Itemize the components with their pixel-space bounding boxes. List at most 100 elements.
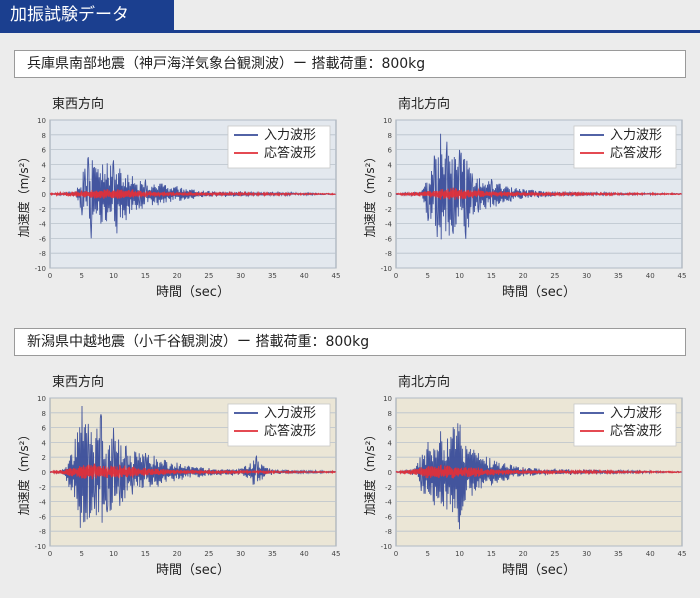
y-tick-label: 0: [388, 191, 392, 199]
header-divider: [0, 30, 700, 33]
x-tick-label: 5: [80, 272, 84, 280]
y-tick-label: -6: [39, 235, 47, 243]
y-axis-label: 加速度（m/s²）: [16, 429, 31, 516]
series-response-line: [49, 189, 336, 199]
y-tick-label: -10: [35, 543, 46, 551]
y-tick-label: 2: [42, 176, 46, 184]
x-tick-label: 20: [173, 550, 182, 558]
y-tick-label: 4: [388, 439, 393, 447]
y-tick-label: 0: [42, 469, 46, 477]
x-tick-label: 45: [678, 550, 687, 558]
legend-label: 入力波形: [610, 128, 662, 143]
legend-label: 入力波形: [264, 128, 316, 143]
chart-title: 東西方向: [52, 96, 104, 112]
y-tick-label: -8: [39, 250, 46, 258]
x-tick-label: 15: [487, 272, 496, 280]
x-tick-label: 10: [109, 272, 118, 280]
y-tick-label: -10: [381, 543, 392, 551]
x-tick-label: 25: [550, 272, 559, 280]
x-tick-label: 20: [173, 272, 182, 280]
y-tick-label: 4: [388, 161, 393, 169]
x-tick-label: 10: [455, 272, 464, 280]
y-tick-label: -4: [39, 499, 47, 507]
y-tick-label: -2: [39, 484, 46, 492]
x-tick-label: 20: [519, 550, 528, 558]
y-tick-label: -2: [385, 484, 392, 492]
x-tick-label: 45: [332, 550, 341, 558]
x-tick-label: 15: [141, 550, 150, 558]
y-axis-label: 加速度（m/s²）: [16, 151, 31, 238]
x-tick-label: 5: [426, 550, 430, 558]
legend-label: 応答波形: [610, 423, 662, 439]
x-tick-label: 45: [678, 272, 687, 280]
x-tick-label: 5: [426, 272, 430, 280]
y-tick-label: 10: [37, 395, 46, 403]
x-tick-label: 35: [614, 272, 623, 280]
condition-label-1: 兵庫県南部地震（神戸海洋気象台観測波）ー 搭載荷重：800kg: [14, 50, 686, 78]
x-tick-label: 45: [332, 272, 341, 280]
x-tick-label: 30: [582, 550, 591, 558]
x-tick-label: 35: [268, 550, 277, 558]
y-axis-label: 加速度（m/s²）: [362, 429, 377, 516]
series-response-line: [50, 463, 337, 480]
legend-label: 入力波形: [610, 406, 662, 421]
condition-label-2: 新潟県中越地震（小千谷観測波）ー 搭載荷重：800kg: [14, 328, 686, 356]
x-tick-label: 20: [519, 272, 528, 280]
y-tick-label: 4: [42, 161, 47, 169]
x-tick-label: 30: [236, 550, 245, 558]
y-tick-label: -6: [39, 513, 47, 521]
y-tick-label: -8: [385, 250, 392, 258]
y-tick-label: 6: [388, 147, 393, 155]
x-tick-label: 40: [300, 272, 309, 280]
x-tick-label: 40: [646, 550, 655, 558]
chart-title: 南北方向: [398, 374, 450, 390]
x-tick-label: 40: [300, 550, 309, 558]
x-tick-label: 0: [48, 272, 52, 280]
y-tick-label: -4: [39, 221, 47, 229]
x-tick-label: 5: [80, 550, 84, 558]
y-tick-label: -8: [385, 528, 392, 536]
y-tick-label: 8: [42, 132, 46, 140]
x-tick-label: 0: [48, 550, 52, 558]
chart-title: 南北方向: [398, 96, 450, 112]
y-tick-label: 6: [388, 425, 393, 433]
y-tick-label: -2: [39, 206, 46, 214]
legend-box: [227, 403, 331, 447]
x-tick-label: 15: [141, 272, 150, 280]
legend-label: 応答波形: [264, 423, 316, 439]
x-tick-label: 10: [455, 550, 464, 558]
legend-label: 応答波形: [264, 145, 316, 161]
y-tick-label: -4: [385, 221, 393, 229]
chart-niigata-ew: 東西方向 10 8 6 4 2 0 -2 -4 -6 -8 -10 0 5 10 15 20 25 30 35 40 45…: [14, 370, 344, 584]
legend-box: [227, 125, 331, 169]
y-tick-label: 8: [388, 410, 392, 418]
x-tick-label: 30: [236, 272, 245, 280]
y-tick-label: 6: [42, 147, 47, 155]
chart-kobe-ew: 東西方向 10 8 6 4 2 0 -2 -4 -6 -8 -10 0 5 10 15 20 25 30 35 40 45…: [14, 92, 344, 306]
y-tick-label: 10: [37, 117, 46, 125]
legend-label: 入力波形: [264, 406, 316, 421]
y-tick-label: 8: [42, 410, 46, 418]
legend-box: [573, 125, 677, 169]
y-tick-label: 10: [383, 117, 392, 125]
x-tick-label: 35: [268, 272, 277, 280]
page-title: 加振試験データ: [0, 0, 174, 30]
x-tick-label: 25: [550, 550, 559, 558]
y-tick-label: 2: [388, 454, 392, 462]
x-axis-label: 時間（sec）: [502, 285, 576, 300]
x-tick-label: 25: [204, 550, 213, 558]
x-tick-label: 15: [487, 550, 496, 558]
y-tick-label: -6: [385, 513, 393, 521]
x-tick-label: 25: [204, 272, 213, 280]
y-tick-label: -10: [381, 265, 392, 273]
x-tick-label: 10: [109, 550, 118, 558]
chart-title: 東西方向: [52, 374, 104, 390]
x-tick-label: 30: [582, 272, 591, 280]
y-tick-label: 2: [388, 176, 392, 184]
y-tick-label: -8: [39, 528, 46, 536]
y-tick-label: -6: [385, 235, 393, 243]
